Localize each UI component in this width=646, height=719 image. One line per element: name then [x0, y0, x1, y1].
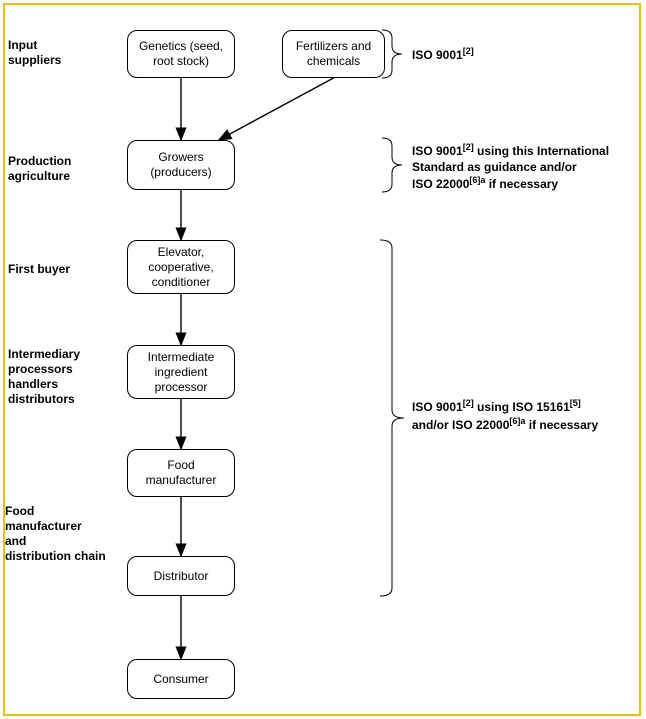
label-first-buyer: First buyer — [8, 262, 70, 277]
label-production-agriculture: Productionagriculture — [8, 154, 71, 184]
node-food-manufacturer: Food manufacturer — [127, 449, 235, 497]
node-growers: Growers (producers) — [127, 140, 235, 190]
node-fertilizers-label: Fertilizers and chemicals — [287, 39, 380, 69]
label-input-suppliers: Inputsuppliers — [8, 38, 61, 68]
node-elevator-label: Elevator, cooperative, conditioner — [132, 245, 230, 290]
node-genetics-label: Genetics (seed, root stock) — [132, 39, 230, 69]
node-fertilizers: Fertilizers and chemicals — [282, 30, 385, 78]
node-distributor-label: Distributor — [154, 569, 209, 584]
annotation-iso-top: ISO 9001[2] — [412, 46, 474, 64]
label-food-chain: Foodmanufactureranddistribution chain — [5, 504, 106, 564]
node-growers-label: Growers (producers) — [132, 150, 230, 180]
outer-border — [3, 3, 641, 716]
node-distributor: Distributor — [127, 556, 235, 596]
node-genetics: Genetics (seed, root stock) — [127, 30, 235, 78]
node-intermediate: Intermediate ingredient processor — [127, 345, 235, 399]
node-food-manufacturer-label: Food manufacturer — [132, 458, 230, 488]
node-elevator: Elevator, cooperative, conditioner — [127, 240, 235, 294]
diagram-frame: Genetics (seed, root stock) Fertilizers … — [0, 0, 646, 719]
node-consumer: Consumer — [127, 659, 235, 699]
annotation-iso-mid: ISO 9001[2] using this International Sta… — [412, 142, 640, 193]
label-intermediary: Intermediaryprocessorshandlersdistributo… — [8, 347, 80, 407]
node-consumer-label: Consumer — [153, 672, 208, 687]
node-intermediate-label: Intermediate ingredient processor — [132, 350, 230, 395]
annotation-iso-lower: ISO 9001[2] using ISO 15161[5]and/or ISO… — [412, 398, 598, 433]
